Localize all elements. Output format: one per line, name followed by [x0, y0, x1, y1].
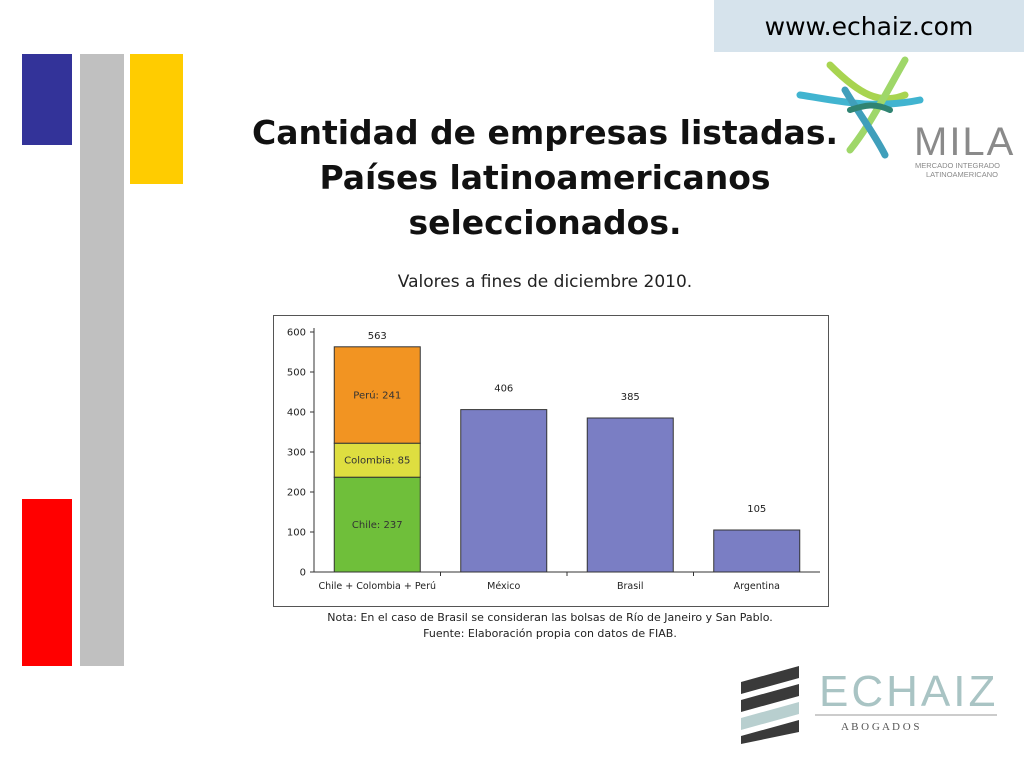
bar-total-label: 385 [621, 392, 640, 403]
slide-title: Cantidad de empresas listadas. Países la… [240, 110, 850, 245]
mila-logo: MILA MERCADO INTEGRADO LATINOAMERICANO [796, 56, 1015, 179]
y-tick-label: 400 [287, 408, 306, 419]
y-tick-label: 0 [300, 568, 306, 579]
y-tick-label: 300 [287, 448, 306, 459]
bar-total-label: 105 [747, 504, 766, 515]
mila-logo-tagline-2: LATINOAMERICANO [926, 170, 998, 179]
bar [713, 529, 801, 573]
x-category-label: Argentina [734, 581, 780, 592]
chart-notes: Nota: En el caso de Brasil se consideran… [280, 610, 820, 642]
decor-bar-red [22, 499, 72, 666]
bar-total-label: 406 [494, 384, 513, 395]
decor-bar-blue [22, 54, 72, 145]
slide-title-line-1: Cantidad de empresas listadas. [251, 113, 839, 152]
bar-segment-peru [333, 346, 421, 444]
y-tick-label: 100 [287, 528, 306, 539]
y-tick-label: 200 [287, 488, 306, 499]
mila-logo-name: MILA [914, 120, 1015, 164]
x-category-label: Chile + Colombia + Perú [318, 581, 436, 592]
decor-bar-gray [80, 54, 124, 666]
website-url: www.echaiz.com [714, 0, 1024, 52]
echaiz-logo-name: ECHAIZ [819, 667, 998, 716]
bar-segment-label: Chile: 237 [352, 520, 403, 531]
slide-title-line-2: Países latinoamericanos [319, 158, 771, 197]
bar [460, 409, 548, 573]
echaiz-logo: ECHAIZ A B O G A D O S [741, 666, 998, 744]
chart-source: Fuente: Elaboración propia con datos de … [423, 627, 677, 640]
mila-logo-tagline-1: MERCADO INTEGRADO [915, 161, 1000, 170]
chart-subtitle: Valores a fines de diciembre 2010. [397, 272, 693, 292]
bar-segment-label: Perú: 241 [353, 390, 401, 402]
bar-segment-label: Colombia: 85 [344, 456, 410, 467]
slide-title-line-3: seleccionados. [408, 203, 682, 242]
x-category-label: Brasil [617, 581, 643, 592]
x-category-label: México [487, 581, 520, 592]
y-tick-label: 500 [287, 368, 306, 379]
chart-frame: 0 100 200 300 400 500 600 Chile + Colombia + Pe… [273, 315, 829, 607]
bar [586, 417, 674, 573]
decor-bar-yellow [130, 54, 183, 184]
bar-total-label: 563 [368, 331, 387, 342]
echaiz-logo-tagline: A B O G A D O S [841, 721, 920, 733]
bar-chart: 0 100 200 300 400 500 600 Chile + Colombia + Pe… [287, 328, 820, 592]
chart-note: Nota: En el caso de Brasil se consideran… [327, 611, 773, 624]
mila-knot-icon [796, 56, 924, 159]
y-tick-label: 600 [287, 328, 306, 339]
echaiz-stripes-icon [741, 666, 799, 744]
